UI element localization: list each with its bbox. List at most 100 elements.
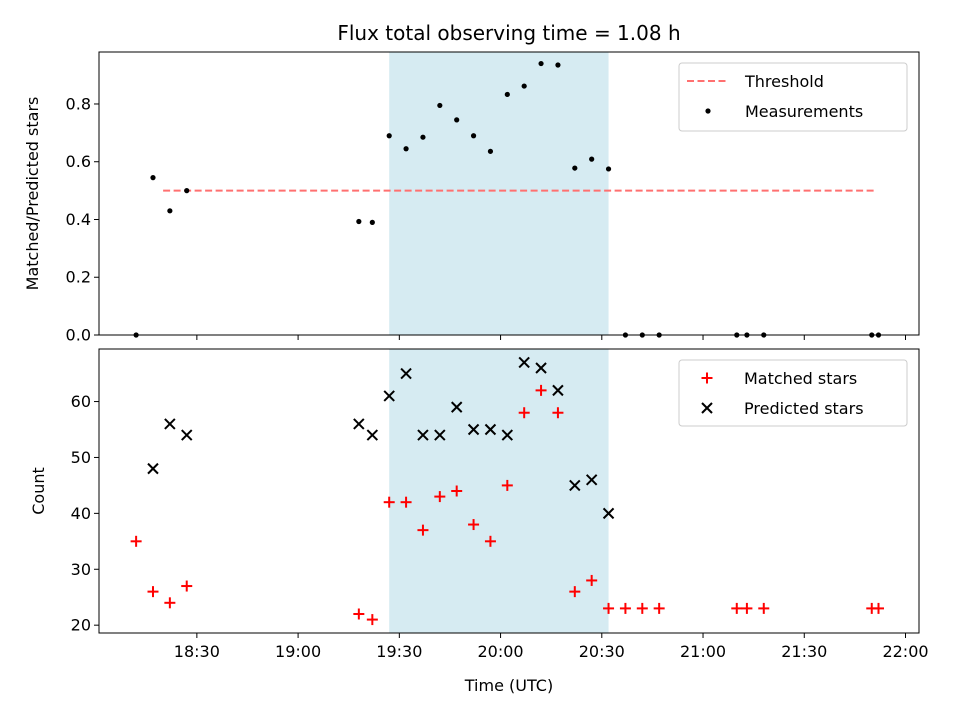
ratio-y-tick-label: 0.8 — [66, 94, 91, 113]
measurement-point — [572, 165, 578, 171]
matched-star-point — [603, 602, 615, 614]
measurement-point — [454, 117, 460, 123]
predicted-star-point — [417, 429, 429, 441]
predicted-star-point — [602, 507, 615, 520]
matched-star-point — [383, 496, 395, 508]
observing-window-shade — [389, 52, 609, 335]
matched-star-point — [468, 519, 480, 531]
count-panel-ticks: 20 30 40 50 60 18:30 19:00 19:30 20:00 20:30 21:00… — [71, 392, 929, 661]
matched-star-point — [636, 602, 648, 614]
measurement-point — [356, 218, 362, 225]
measurement-point — [403, 146, 409, 152]
predicted-star-point — [383, 390, 395, 402]
matched-star-point — [451, 485, 463, 497]
matched-star-point — [130, 535, 142, 547]
measurement-point — [555, 62, 561, 68]
chart-title: Flux total observing time = 1.08 h — [337, 21, 680, 45]
count-y-tick-label: 60 — [71, 392, 91, 411]
observing-window-shade-bottom — [389, 349, 609, 633]
x-tick-label: 19:30 — [376, 642, 422, 661]
predicted-star-point — [181, 429, 193, 441]
ratio-y-tick-label: 0.4 — [66, 210, 91, 229]
predicted-star-point — [569, 479, 581, 492]
count-panel-frame — [98, 348, 920, 634]
measurement-point — [589, 156, 595, 162]
matched-star-point — [653, 602, 665, 614]
matched-star-point — [366, 614, 378, 626]
matched-star-point — [353, 608, 365, 620]
measurement-point — [150, 175, 156, 181]
x-tick-label: 21:00 — [680, 642, 726, 661]
matched-star-point — [501, 479, 513, 491]
ratio-panel: 0.0 0.2 0.4 0.6 0.8 Flux total observing tim… — [23, 21, 920, 345]
predicted-star-point — [535, 362, 547, 374]
predicted-star-point — [353, 418, 365, 430]
count-legend: Matched stars Predicted stars — [678, 359, 908, 427]
matched-star-point — [417, 524, 429, 536]
predicted-star-point — [518, 356, 530, 369]
ratio-marks — [133, 60, 882, 338]
legend-matched-label: Matched stars — [744, 369, 857, 388]
ratio-panel-ticks: 0.0 0.2 0.4 0.6 0.8 — [66, 94, 907, 345]
predicted-star-point — [164, 418, 176, 430]
matched-star-point — [741, 602, 753, 614]
predicted-star-point — [552, 384, 564, 397]
x-tick-label: 22:00 — [882, 642, 928, 661]
measurement-point — [504, 91, 510, 98]
matched-star-point — [619, 602, 631, 614]
x-tick-label: 20:30 — [579, 642, 625, 661]
x-tick-label: 18:30 — [174, 642, 220, 661]
matched-star-point — [434, 491, 446, 503]
measurement-point — [605, 166, 612, 172]
measurement-point — [470, 133, 477, 139]
ratio-y-tick-label: 0.0 — [66, 326, 91, 345]
count-y-tick-label: 50 — [71, 448, 91, 467]
x-tick-label: 21:30 — [781, 642, 827, 661]
matched-star-point — [586, 574, 598, 586]
predicted-star-point — [501, 429, 514, 441]
legend-threshold-label: Threshold — [744, 72, 824, 91]
count-panel: 20 30 40 50 60 18:30 19:00 19:30 20:00 20:30 21:00… — [29, 348, 929, 695]
matched-star-point — [535, 384, 547, 396]
matched-star-point — [873, 602, 885, 614]
predicted-star-point — [147, 462, 159, 475]
predicted-star-point — [434, 429, 446, 441]
ratio-legend-frame — [678, 62, 908, 132]
predicted-star-point — [585, 474, 598, 486]
measurement-point — [487, 148, 494, 154]
count-y-tick-label: 40 — [71, 504, 91, 523]
legend-predicted-marker — [701, 402, 713, 414]
matched-star-point — [181, 580, 193, 592]
legend-measurements-marker — [705, 108, 711, 114]
count-y-tick-label: 30 — [71, 560, 91, 579]
measurement-point — [437, 102, 443, 109]
matched-star-point — [484, 535, 496, 547]
x-axis-label: Time (UTC) — [464, 676, 553, 695]
ratio-y-tick-label: 0.2 — [66, 268, 91, 287]
matched-star-point — [758, 602, 770, 614]
legend-predicted-cross — [701, 402, 713, 414]
measurement-point — [538, 60, 544, 67]
x-tick-label: 19:00 — [275, 642, 321, 661]
legend-matched-marker — [701, 372, 713, 384]
count-legend-frame — [678, 359, 908, 427]
measurement-point — [386, 133, 392, 139]
measurement-point — [369, 219, 375, 225]
predicted-star-point — [400, 367, 412, 380]
predicted-star-point — [484, 423, 497, 436]
legend-matched-plus — [701, 372, 713, 384]
matched-star-point — [731, 602, 743, 614]
count-marks — [130, 356, 885, 626]
predicted-star-point — [450, 401, 463, 413]
legend-measurements-label: Measurements — [745, 102, 863, 121]
ratio-legend: Threshold Measurements — [678, 62, 908, 132]
matched-star-point — [400, 496, 412, 508]
matched-star-point — [164, 597, 176, 609]
count-y-axis-label: Count — [29, 467, 48, 515]
predicted-star-point — [366, 429, 379, 441]
measurement-point — [167, 208, 173, 214]
ratio-panel-frame — [98, 51, 920, 336]
measurement-point — [184, 188, 190, 194]
matched-star-point — [518, 407, 530, 419]
count-y-tick-label: 20 — [71, 616, 91, 635]
